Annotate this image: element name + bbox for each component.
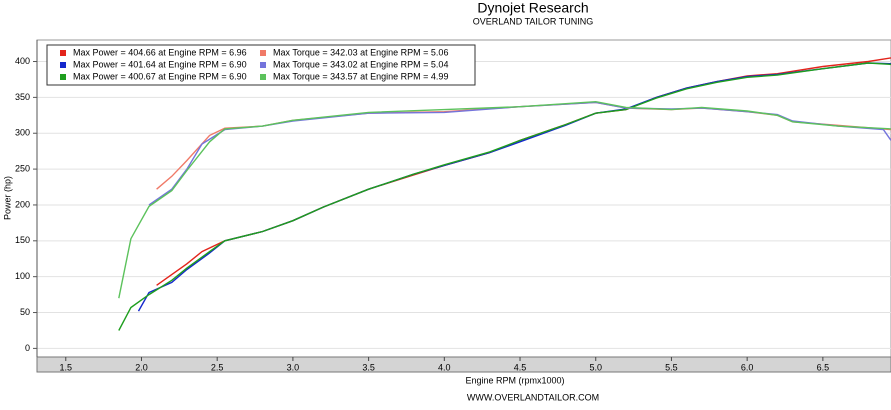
x-axis-strip	[37, 357, 891, 372]
y-tick-label: 200	[15, 199, 30, 209]
x-tick-label: 3.0	[287, 362, 300, 372]
chart-subtitle: OVERLAND TAILOR TUNING	[473, 16, 594, 26]
x-tick-label: 3.5	[362, 362, 375, 372]
legend-swatch	[260, 74, 266, 80]
x-axis-label: Engine RPM (rpmx1000)	[465, 375, 564, 385]
x-tick-label: 5.0	[589, 362, 602, 372]
legend-label: Max Torque = 343.02 at Engine RPM = 5.04	[273, 59, 448, 69]
y-tick-label: 100	[15, 271, 30, 281]
legend-swatch	[60, 62, 66, 68]
x-tick-label: 5.5	[665, 362, 678, 372]
legend-label: Max Power = 400.67 at Engine RPM = 6.90	[73, 71, 247, 81]
x-tick-label: 4.0	[438, 362, 451, 372]
legend-label: Max Torque = 342.03 at Engine RPM = 5.06	[273, 47, 448, 57]
y-tick-label: 400	[15, 56, 30, 66]
chart-title: Dynojet Research	[477, 0, 588, 16]
legend-swatch	[60, 74, 66, 80]
legend-swatch	[260, 62, 266, 68]
y-tick-label: 300	[15, 128, 30, 138]
x-tick-label: 2.5	[211, 362, 224, 372]
y-tick-label: 150	[15, 235, 30, 245]
x-tick-label: 6.5	[817, 362, 830, 372]
legend-swatch	[60, 50, 66, 56]
legend-label: Max Power = 401.64 at Engine RPM = 6.90	[73, 59, 247, 69]
x-tick-label: 2.0	[135, 362, 148, 372]
plot-area	[37, 40, 891, 357]
footer: WWW.OVERLANDTAILOR.COM	[467, 392, 599, 402]
x-tick-label: 6.0	[741, 362, 754, 372]
y-tick-label: 350	[15, 92, 30, 102]
x-tick-label: 4.5	[514, 362, 527, 372]
legend-label: Max Power = 404.66 at Engine RPM = 6.96	[73, 47, 247, 57]
x-tick-label: 1.5	[60, 362, 73, 372]
y-tick-label: 50	[20, 307, 30, 317]
y-tick-label: 250	[15, 163, 30, 173]
y-tick-label: 0	[25, 343, 30, 353]
legend-label: Max Torque = 343.57 at Engine RPM = 4.99	[273, 71, 448, 81]
legend-swatch	[260, 50, 266, 56]
y-axis-label: Power (hp)	[2, 176, 12, 220]
